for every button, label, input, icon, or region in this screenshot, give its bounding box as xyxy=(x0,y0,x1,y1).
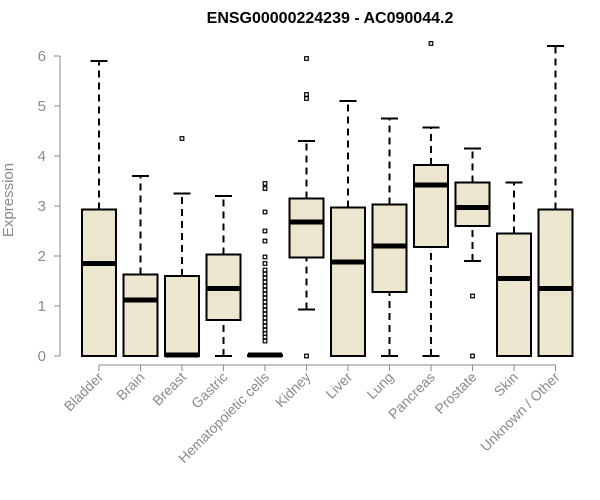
box-gastric xyxy=(205,195,242,357)
x-tick-label: Bladder xyxy=(61,369,107,415)
outlier-point xyxy=(262,181,268,186)
outlier-point xyxy=(262,291,268,297)
iqr-box xyxy=(81,208,117,357)
outlier-point xyxy=(304,353,309,359)
outlier-point xyxy=(262,287,268,293)
box-liver xyxy=(330,100,366,357)
outlier-point xyxy=(262,338,268,344)
x-tick-label: Lung xyxy=(363,369,396,402)
box-lung xyxy=(371,117,408,357)
iqr-box xyxy=(413,164,449,248)
x-tick-label: Skin xyxy=(491,369,522,400)
y-tick-label: 1 xyxy=(38,298,46,315)
iqr-box xyxy=(496,232,532,357)
outlier-point xyxy=(262,299,268,305)
x-tick-label: Brain xyxy=(113,369,147,403)
outlier-point xyxy=(179,136,185,141)
x-tick-label: Unknown / Other xyxy=(477,369,563,455)
y-tick-label: 3 xyxy=(38,198,46,215)
outlier-point xyxy=(304,56,309,61)
outlier-point xyxy=(304,96,309,101)
outlier-point xyxy=(262,275,268,281)
outlier-point xyxy=(470,353,475,359)
box-unknown-other xyxy=(537,45,574,357)
x-tick-label: Prostate xyxy=(431,369,479,417)
outlier-point xyxy=(262,295,268,301)
y-axis-label: Expression xyxy=(0,163,17,237)
box-brain xyxy=(122,175,159,357)
outlier-point xyxy=(262,228,268,234)
outlier-point xyxy=(470,293,475,299)
iqr-box xyxy=(122,273,159,357)
outlier-point xyxy=(262,307,268,313)
iqr-box xyxy=(454,181,491,227)
outlier-point xyxy=(262,311,268,317)
box-prostate xyxy=(454,147,491,359)
y-tick-label: 0 xyxy=(38,348,46,365)
outlier-point xyxy=(262,267,268,273)
outlier-point xyxy=(262,261,268,266)
outlier-point xyxy=(262,327,268,333)
outlier-point xyxy=(262,254,268,260)
chart-title: ENSG00000224239 - AC090044.2 xyxy=(207,10,454,27)
y-axis: 0 1 2 3 4 5 6 xyxy=(38,48,61,365)
outlier-point xyxy=(304,92,309,97)
iqr-box xyxy=(164,275,200,357)
box-breast xyxy=(164,136,200,358)
box-hematopoietic-cells xyxy=(247,181,283,358)
box-bladder xyxy=(81,60,117,357)
box-kidney xyxy=(288,56,325,359)
outlier-point xyxy=(262,283,268,289)
box-pancreas xyxy=(413,41,449,357)
y-tick-label: 5 xyxy=(38,98,46,115)
iqr-box xyxy=(288,197,325,259)
iqr-box xyxy=(330,206,366,357)
y-tick-label: 6 xyxy=(38,48,46,65)
outlier-point xyxy=(262,209,268,215)
outlier-point xyxy=(262,238,268,244)
x-tick-label: Breast xyxy=(149,369,189,409)
boxes xyxy=(81,41,574,359)
outlier-point xyxy=(262,315,268,321)
outlier-point xyxy=(262,279,268,285)
outlier-point xyxy=(262,319,268,325)
outlier-point xyxy=(428,41,434,46)
iqr-box xyxy=(537,208,574,357)
y-tick-label: 4 xyxy=(38,148,46,165)
x-tick-label: Kidney xyxy=(272,369,314,411)
box-skin xyxy=(496,181,532,357)
y-tick-label: 2 xyxy=(38,248,46,265)
outlier-point xyxy=(262,303,268,309)
outlier-point xyxy=(262,271,268,277)
outlier-point xyxy=(262,323,268,329)
outlier-point xyxy=(262,186,268,191)
x-tick-label: Liver xyxy=(322,369,355,402)
